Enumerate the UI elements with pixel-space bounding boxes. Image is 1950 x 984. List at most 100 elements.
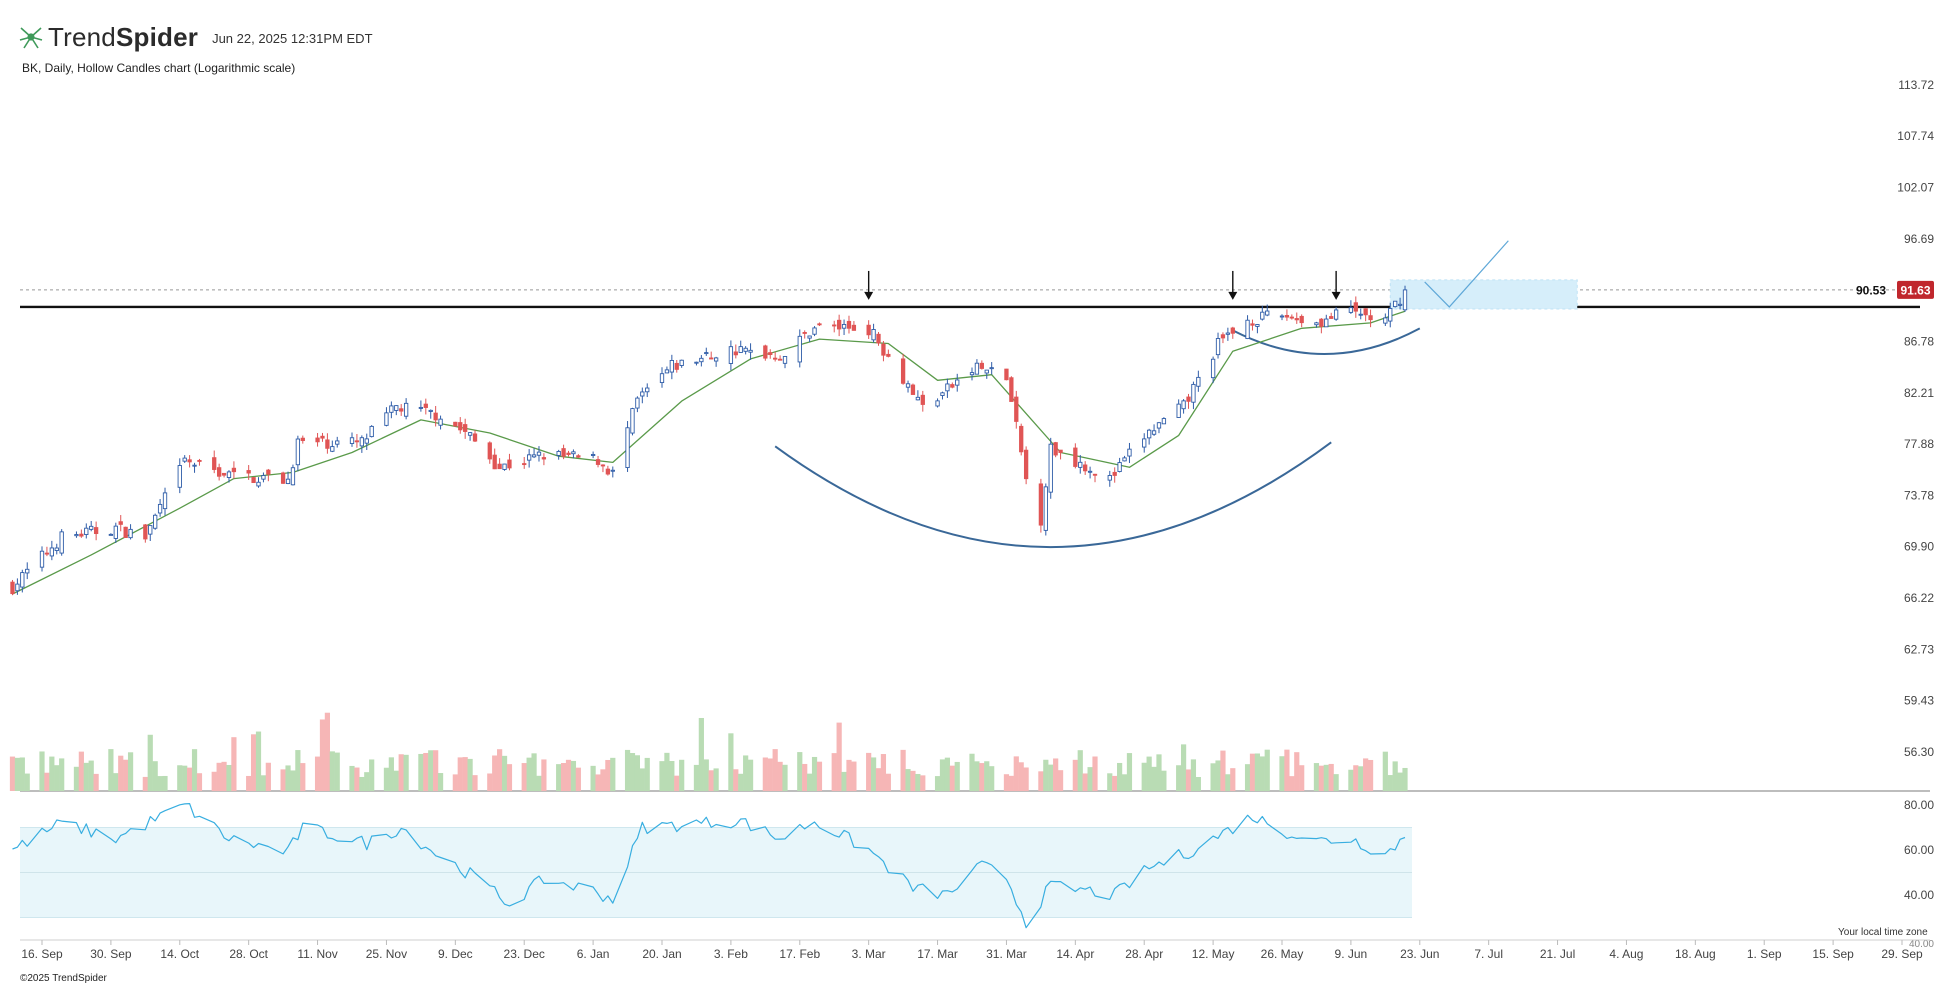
volume-bar: [802, 763, 808, 791]
volume-bar: [1176, 765, 1182, 791]
volume-bar: [1348, 769, 1354, 791]
volume-bar: [575, 767, 581, 791]
candle-up: [89, 525, 94, 530]
volume-bar: [88, 760, 94, 791]
volume-bar: [979, 763, 985, 791]
resistance-price-label: 90.53: [1856, 283, 1886, 297]
volume-bar: [9, 756, 16, 791]
volume-bar: [708, 770, 714, 791]
candle-up: [526, 454, 532, 461]
candle-down: [1329, 316, 1334, 319]
volume-bar: [364, 772, 370, 791]
volume-bar: [54, 765, 60, 791]
candle-down: [187, 459, 192, 463]
candle-down: [143, 524, 148, 540]
candle-up: [1176, 403, 1181, 418]
timezone-note: Your local time zone: [1838, 927, 1928, 938]
candle-up: [359, 437, 364, 447]
candle-down: [1073, 447, 1078, 467]
candle-down: [1250, 323, 1255, 326]
volume-bar: [738, 773, 744, 791]
volume-bar: [836, 722, 842, 791]
candle-up: [467, 432, 473, 436]
candle-up: [841, 323, 847, 329]
candle-down: [773, 357, 778, 360]
volume-bar: [1363, 758, 1369, 791]
price-tick-label: 82.21: [1904, 386, 1934, 400]
price-tick-label: 113.72: [1898, 78, 1934, 92]
date-tick-label: 18. Aug: [1675, 947, 1716, 961]
volume-bar: [1057, 770, 1064, 791]
volume-panel: [9, 712, 1930, 792]
volume-bar: [1215, 760, 1221, 791]
candle-down: [251, 477, 256, 484]
volume-bar: [492, 755, 498, 791]
candle-down: [1053, 442, 1058, 456]
rsi-panel: [12, 802, 1406, 929]
candle-down: [1284, 314, 1290, 318]
candle-up: [1151, 430, 1157, 435]
candle-down: [1058, 449, 1063, 453]
rsi-tick-label: 80.00: [1904, 798, 1934, 812]
candle-up: [664, 369, 670, 374]
volume-bar: [1121, 774, 1128, 791]
volume-bar: [1185, 769, 1192, 791]
volume-bar: [1107, 773, 1113, 791]
volume-bar: [944, 757, 950, 791]
arrow-head-icon: [1228, 291, 1238, 300]
volume-bar: [393, 770, 399, 791]
candle-up: [177, 465, 182, 488]
volume-bar: [1289, 776, 1295, 791]
candle-down: [595, 459, 601, 465]
date-tick-label: 16. Sep: [21, 947, 63, 961]
date-tick-label: 7. Jul: [1474, 947, 1503, 961]
candle-up: [669, 360, 674, 373]
volume-bar: [255, 731, 262, 791]
candle-up: [1210, 358, 1216, 379]
volume-bar: [629, 753, 636, 791]
volume-bar: [1249, 753, 1256, 791]
arrow-head-icon: [1331, 291, 1341, 300]
volume-bar: [1279, 756, 1285, 791]
volume-bar: [467, 758, 473, 791]
candle-down: [709, 357, 714, 360]
candle-down: [221, 472, 227, 476]
volume-bar: [743, 755, 749, 791]
candle-up: [438, 418, 443, 426]
candle-down: [354, 440, 360, 443]
candle-down: [1092, 473, 1098, 476]
date-tick-label: 31. Mar: [986, 947, 1027, 961]
volume-bar: [816, 761, 823, 791]
volume-bar: [1397, 772, 1403, 791]
volume-bar: [698, 717, 704, 791]
volume-bar: [905, 769, 911, 791]
volume-bar: [162, 775, 168, 791]
candle-down: [320, 435, 325, 439]
volume-bar: [644, 757, 650, 791]
date-tick-label: 30. Sep: [90, 947, 132, 961]
volume-bar: [152, 761, 158, 791]
volume-bar: [600, 769, 606, 791]
candle-down: [836, 319, 842, 330]
volume-bar: [177, 765, 183, 791]
candle-down: [576, 455, 581, 458]
volume-bar: [142, 776, 148, 791]
candle-down: [197, 459, 202, 462]
volume-bar: [693, 764, 700, 791]
volume-bar: [1328, 763, 1334, 791]
volume-bar: [324, 712, 330, 791]
volume-bar: [1180, 744, 1187, 791]
candle-down: [93, 527, 99, 535]
date-tick-label: 1. Sep: [1747, 947, 1782, 961]
volume-bar: [457, 757, 463, 791]
candle-up: [699, 357, 704, 363]
candle-up: [330, 446, 335, 452]
volume-bar: [610, 757, 616, 791]
volume-bar: [939, 759, 946, 791]
candle-up: [108, 533, 114, 536]
candle-up: [1196, 376, 1201, 387]
candle-up: [39, 550, 45, 568]
cup-arc: [774, 441, 1332, 549]
candle-up: [74, 534, 79, 537]
